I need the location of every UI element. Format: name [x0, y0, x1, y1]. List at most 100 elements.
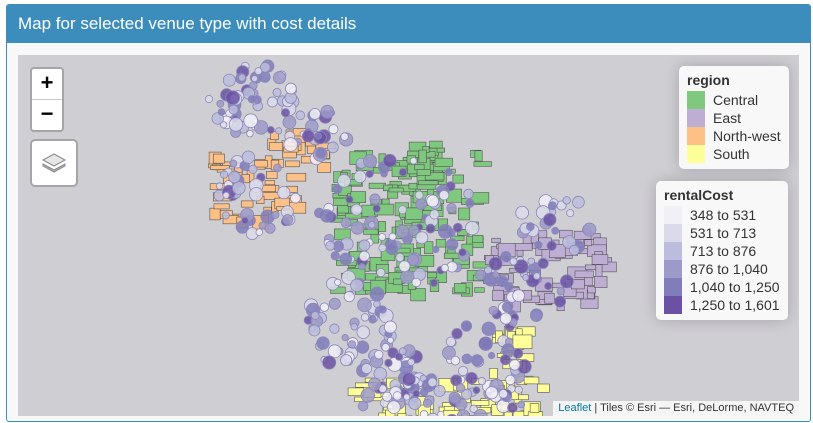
venue-marker[interactable]	[488, 256, 503, 271]
venue-marker[interactable]	[357, 297, 372, 313]
venue-marker[interactable]	[559, 274, 574, 289]
venue-marker[interactable]	[425, 223, 436, 234]
venue-marker[interactable]	[378, 305, 387, 314]
venue-marker[interactable]	[350, 203, 363, 216]
venue-marker[interactable]	[350, 221, 365, 235]
venue-marker[interactable]	[554, 295, 567, 308]
venue-marker[interactable]	[340, 217, 352, 229]
venue-marker[interactable]	[340, 132, 349, 141]
venue-marker[interactable]	[220, 121, 228, 129]
venue-marker[interactable]	[445, 413, 458, 416]
venue-marker[interactable]	[446, 228, 456, 238]
venue-marker[interactable]	[308, 108, 321, 120]
venue-marker[interactable]	[469, 404, 478, 413]
venue-marker[interactable]	[461, 353, 473, 365]
venue-marker[interactable]	[426, 412, 439, 416]
venue-marker[interactable]	[243, 113, 259, 129]
venue-marker[interactable]	[322, 355, 337, 370]
venue-marker[interactable]	[445, 336, 457, 347]
venue-marker[interactable]	[273, 163, 282, 173]
venue-marker[interactable]	[507, 402, 518, 413]
venue-marker[interactable]	[372, 204, 381, 213]
venue-marker[interactable]	[429, 278, 438, 287]
venue-marker[interactable]	[241, 150, 256, 164]
venue-marker[interactable]	[253, 120, 269, 135]
venue-marker[interactable]	[572, 195, 585, 209]
venue-marker[interactable]	[395, 224, 410, 239]
venue-marker[interactable]	[363, 154, 378, 169]
venue-marker[interactable]	[473, 409, 488, 416]
venue-marker[interactable]	[272, 87, 282, 97]
venue-marker[interactable]	[398, 347, 407, 356]
venue-marker[interactable]	[308, 324, 321, 337]
venue-marker[interactable]	[282, 214, 294, 226]
venue-marker[interactable]	[440, 263, 449, 273]
venue-marker[interactable]	[246, 129, 254, 138]
venue-marker[interactable]	[414, 190, 424, 200]
venue-marker[interactable]	[380, 170, 388, 178]
venue-marker[interactable]	[365, 169, 374, 178]
venue-marker[interactable]	[387, 336, 394, 344]
venue-marker[interactable]	[316, 336, 330, 350]
venue-marker[interactable]	[315, 132, 323, 140]
venue-marker[interactable]	[387, 400, 401, 414]
map-view[interactable]: + − region Central East North-west South re…	[18, 55, 799, 416]
venue-marker[interactable]	[527, 257, 536, 266]
layers-button[interactable]	[30, 139, 78, 187]
venue-marker[interactable]	[328, 124, 339, 135]
venue-marker[interactable]	[465, 220, 480, 236]
venue-marker[interactable]	[448, 391, 461, 404]
venue-marker[interactable]	[407, 358, 415, 366]
venue-marker[interactable]	[328, 297, 341, 310]
venue-marker[interactable]	[266, 126, 275, 134]
venue-marker[interactable]	[487, 351, 496, 360]
venue-marker[interactable]	[254, 67, 263, 76]
venue-marker[interactable]	[451, 328, 463, 340]
venue-marker[interactable]	[509, 359, 521, 371]
venue-marker[interactable]	[225, 90, 241, 105]
venue-marker[interactable]	[461, 321, 472, 332]
venue-marker[interactable]	[334, 278, 342, 286]
venue-marker[interactable]	[217, 108, 226, 116]
venue-marker[interactable]	[330, 251, 340, 261]
venue-marker[interactable]	[429, 209, 440, 220]
zoom-in-button[interactable]: +	[40, 70, 54, 95]
venue-marker[interactable]	[350, 278, 364, 293]
venue-marker[interactable]	[412, 389, 421, 398]
venue-marker[interactable]	[358, 263, 366, 271]
venue-marker[interactable]	[395, 252, 405, 263]
venue-marker[interactable]	[455, 383, 466, 393]
venue-marker[interactable]	[512, 289, 525, 302]
venue-marker[interactable]	[477, 376, 487, 386]
venue-marker[interactable]	[373, 300, 381, 308]
venue-marker[interactable]	[360, 388, 376, 403]
venue-marker[interactable]	[264, 222, 276, 234]
venue-marker[interactable]	[480, 337, 493, 351]
venue-marker[interactable]	[522, 274, 530, 281]
venue-marker[interactable]	[369, 193, 381, 205]
zoom-out-button[interactable]: −	[32, 99, 62, 130]
venue-marker[interactable]	[446, 238, 459, 251]
venue-marker[interactable]	[397, 205, 408, 215]
venue-marker[interactable]	[415, 231, 429, 245]
venue-marker[interactable]	[471, 354, 484, 367]
venue-marker[interactable]	[283, 137, 298, 152]
venue-marker[interactable]	[415, 198, 427, 210]
venue-marker[interactable]	[457, 365, 469, 377]
venue-marker[interactable]	[222, 73, 236, 87]
venue-marker[interactable]	[502, 254, 511, 263]
venue-marker[interactable]	[258, 221, 267, 230]
venue-marker[interactable]	[513, 259, 529, 274]
venue-marker[interactable]	[398, 168, 408, 177]
venue-marker[interactable]	[327, 344, 342, 359]
venue-marker[interactable]	[360, 313, 370, 322]
venue-marker[interactable]	[419, 410, 429, 416]
venue-marker[interactable]	[319, 302, 330, 312]
venue-marker[interactable]	[339, 252, 353, 266]
venue-marker[interactable]	[481, 321, 496, 336]
venue-marker[interactable]	[546, 240, 557, 251]
venue-marker[interactable]	[458, 248, 467, 257]
venue-marker[interactable]	[582, 222, 597, 237]
venue-marker[interactable]	[436, 410, 445, 416]
venue-marker[interactable]	[533, 272, 541, 280]
